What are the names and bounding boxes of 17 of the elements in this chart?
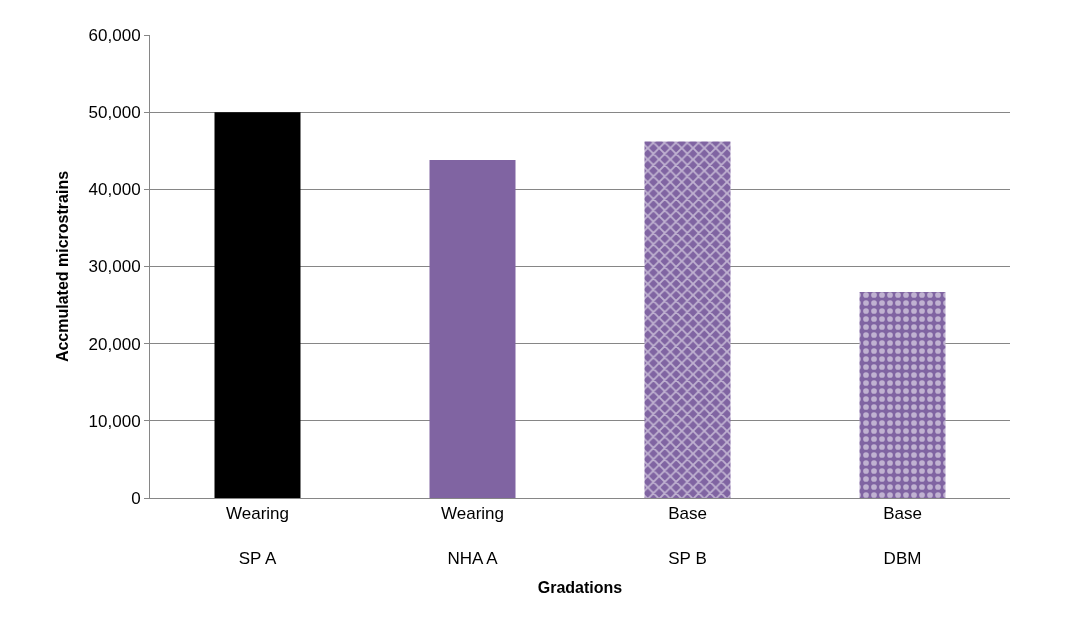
y-tick-label: 60,000 <box>88 25 141 45</box>
y-tick-label: 10,000 <box>88 411 141 431</box>
y-tick-label: 30,000 <box>88 257 141 277</box>
category-label: Wearing NHA A <box>441 504 504 568</box>
bar <box>644 141 731 498</box>
x-axis-title: Gradations <box>537 579 623 597</box>
category-label: Base SP B <box>668 504 707 568</box>
y-tick-label: 50,000 <box>88 103 141 123</box>
bar <box>859 291 946 498</box>
y-tick-label: 20,000 <box>88 334 141 354</box>
y-axis-title: Accmulated microstrains <box>54 170 72 363</box>
category-label: Wearing SP A <box>226 504 289 568</box>
bar <box>429 160 516 498</box>
category-label: Base DBM <box>883 504 922 568</box>
y-tick-label: 40,000 <box>88 180 141 200</box>
bar <box>214 112 301 498</box>
y-tick-label: 0 <box>131 488 141 508</box>
